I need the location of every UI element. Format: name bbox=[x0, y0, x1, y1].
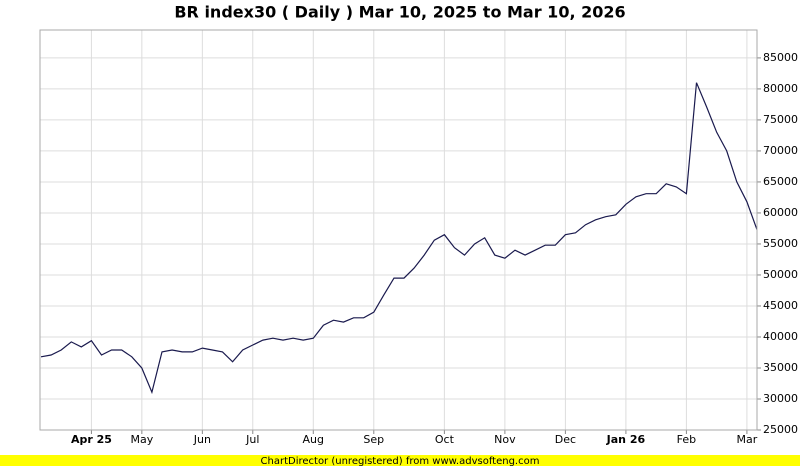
x-tick-label: Jun bbox=[193, 433, 211, 446]
y-tick-label: 30000 bbox=[763, 392, 798, 405]
y-tick-label: 40000 bbox=[763, 330, 798, 343]
y-tick-label: 25000 bbox=[763, 423, 798, 436]
y-tick-label: 65000 bbox=[763, 175, 798, 188]
x-tick-label: Oct bbox=[435, 433, 455, 446]
y-tick-label: 55000 bbox=[763, 237, 798, 250]
x-tick-label: Jul bbox=[245, 433, 259, 446]
y-tick-label: 50000 bbox=[763, 268, 798, 281]
x-tick-label: Dec bbox=[555, 433, 576, 446]
y-tick-label: 80000 bbox=[763, 82, 798, 95]
footer-bar bbox=[0, 455, 800, 466]
x-tick-label: Nov bbox=[494, 433, 516, 446]
x-tick-label: Apr 25 bbox=[71, 433, 112, 446]
x-tick-label: Aug bbox=[303, 433, 324, 446]
y-tick-label: 35000 bbox=[763, 361, 798, 374]
x-tick-label: Feb bbox=[677, 433, 696, 446]
x-tick-label: Mar bbox=[737, 433, 758, 446]
y-tick-label: 45000 bbox=[763, 299, 798, 312]
x-tick-label: May bbox=[130, 433, 153, 446]
plot-area bbox=[39, 29, 758, 431]
x-tick-label: Jan 26 bbox=[606, 433, 646, 446]
y-tick-label: 75000 bbox=[763, 113, 798, 126]
x-tick-label: Sep bbox=[363, 433, 384, 446]
line bbox=[40, 82, 758, 395]
footer: ChartDirector (unregistered) from www.ad… bbox=[261, 456, 540, 466]
y-tick-label: 60000 bbox=[763, 206, 798, 219]
plot-border bbox=[39, 29, 758, 431]
y-tick-label: 85000 bbox=[763, 51, 798, 64]
y-tick-label: 70000 bbox=[763, 144, 798, 157]
chart-title: BR index30 ( Daily ) Mar 10, 2025 to Mar… bbox=[174, 3, 625, 22]
